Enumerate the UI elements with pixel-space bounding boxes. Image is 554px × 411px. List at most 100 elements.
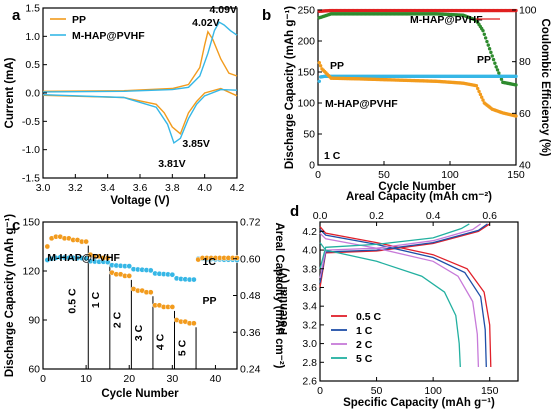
panel-c-ytick-label: 60 [28, 364, 40, 376]
panel-d-xtick-label: 100 [424, 385, 442, 397]
panel-a-xlabel: Voltage (V) [110, 195, 169, 207]
panel-a-cv-reduction-curve-1 [42, 88, 238, 145]
panel-b-point [474, 83, 479, 88]
panel-d-xtick-label: 50 [371, 385, 383, 397]
panel-d-letter: d [290, 203, 299, 220]
panel-d-ytick-label: 3.4 [302, 301, 317, 313]
panel-c-rate-label: 0.5 C [66, 288, 78, 314]
panel-b-point [478, 92, 483, 97]
panel-d-ytick-label: 3.6 [302, 282, 317, 294]
panel-c-point [126, 273, 133, 279]
panel-c-xtick-label: 40 [210, 373, 222, 385]
panel-b-xlabel: Cycle Number [378, 181, 456, 193]
panel-a-ytick-label: 0.5 [25, 59, 40, 71]
panel-d-top-tick-label: 0.4 [426, 210, 441, 222]
panel-b-xtick-label: 50 [378, 169, 390, 181]
panel-c-ylabel-right: Areal Capacity (mAh cm⁻²) [273, 222, 285, 368]
panel-b-point [514, 114, 518, 118]
panel-c-xtick-label: 10 [80, 373, 92, 385]
panel-b-point [491, 57, 496, 62]
panel-c-series-1 [44, 233, 240, 327]
panel-c-point [191, 320, 197, 327]
panel-c-rate-label: 4 C [155, 333, 167, 350]
panel-b-point [490, 54, 494, 58]
panel-a-xtick-label: 3.8 [165, 182, 180, 194]
panel-c-ytick-label: 0.36 [240, 327, 261, 339]
panel-b-series-2 [317, 74, 518, 84]
panel-d-ytick-label: 4.2 [302, 226, 317, 238]
panel-b-point [483, 36, 488, 40]
panel-d-charge-curve-2 [319, 223, 482, 279]
panel-d-top-tick-label: 0.2 [369, 210, 384, 222]
panel-c-point [191, 276, 197, 283]
panel-b-point [499, 77, 504, 81]
panel-a-cv-reduction-curve-0 [42, 87, 238, 135]
panel-b-point [481, 98, 485, 102]
panel-b-point [514, 74, 518, 79]
panel-a-ytick-label: 1.5 [25, 3, 40, 15]
panel-b-ylabel-right: Coulombic Efficiency (%) [539, 18, 551, 156]
panel-b-ytick-label: 60 [519, 108, 531, 120]
panel-b-point [495, 68, 500, 72]
panel-d-legend-label: 2 C [356, 339, 373, 351]
panel-a-peak-label: 4.09V [209, 4, 236, 16]
panel-b-point [318, 64, 323, 68]
panel-b-frame [317, 9, 517, 166]
panel-d-top-tick-label: 0.6 [482, 210, 497, 222]
panel-b-ytick-label: 100 [519, 5, 537, 17]
panel-c-point [126, 263, 133, 269]
panel-a-cv-oxidation-curve-1 [42, 21, 238, 93]
panel-a-xtick-label: 3.4 [100, 182, 115, 194]
panel-b-point [482, 32, 487, 36]
panel-b-xtick-label: 0 [315, 169, 321, 181]
panel-b-ytick-label: 50 [303, 129, 315, 141]
panel-d-top-tick-label: 0.0 [313, 210, 328, 222]
panel-b-point [479, 95, 484, 99]
panel-a-legend-label: PP [72, 14, 86, 26]
panel-b-point [481, 28, 485, 33]
panel-b-point [487, 47, 492, 51]
panel-c-letter: c [12, 217, 20, 234]
panel-c-point [104, 255, 111, 261]
panel-b-ytick-label: 40 [519, 160, 531, 172]
panel-d-discharge-curve-2 [319, 232, 480, 368]
panel-b-letter: b [262, 7, 271, 24]
panel-b-ytick-label: 100 [297, 98, 315, 110]
panel-a-legend-label: M-HAP@PVHF [72, 30, 145, 42]
panel-c-ylabel: Discharge Capacity (mAh g⁻¹) [4, 214, 16, 377]
panel-a-peak-label: 3.81V [158, 158, 185, 170]
panel-c-point [147, 267, 154, 274]
panel-b-point [486, 43, 490, 47]
panel-b-xtick-label: 150 [507, 169, 525, 181]
panel-d-legend-label: 1 C [356, 325, 373, 337]
panel-d-legend-label: 0.5 C [356, 311, 382, 323]
panel-a-peak-label: 3.85V [182, 138, 209, 150]
panel-b-point [514, 83, 518, 87]
panel-b-series-1 [317, 12, 518, 87]
panel-c-rate-label: 1 C [90, 291, 102, 308]
panel-c-point [44, 243, 51, 250]
panel-c-series-label: M-HAP@PVHF [47, 252, 120, 264]
panel-d-ytick-label: 3.8 [302, 263, 317, 275]
panel-b-point [493, 61, 497, 65]
panel-d-discharge-curve-3 [319, 242, 461, 368]
panel-d-charge-curve-3 [319, 223, 470, 269]
panel-a-ytick-label: -0.5 [22, 116, 40, 128]
panel-d-frame [319, 221, 519, 382]
panel-b-series-3 [317, 61, 518, 118]
panel-b-series-label: PP [477, 54, 491, 66]
panel-c-ytick-label: 0.72 [240, 217, 261, 229]
panel-d-xtick-label: 0 [317, 385, 323, 397]
panel-b-point [489, 50, 493, 55]
panel-c-ytick-label: 120 [22, 266, 40, 278]
panel-c-point [147, 289, 154, 296]
panel-c-xtick-label: 0 [40, 373, 46, 385]
panel-c-rate-label: 5 C [176, 339, 188, 356]
panel-c-xtick-label: 30 [166, 373, 178, 385]
panel-d-ylabel: Potential (V) [278, 268, 290, 335]
panel-a-xtick-label: 4.0 [197, 182, 212, 194]
panel-c-ytick-label: 90 [28, 315, 40, 327]
panel-b-point [497, 71, 501, 75]
panel-c-ytick-label: 150 [22, 217, 40, 229]
